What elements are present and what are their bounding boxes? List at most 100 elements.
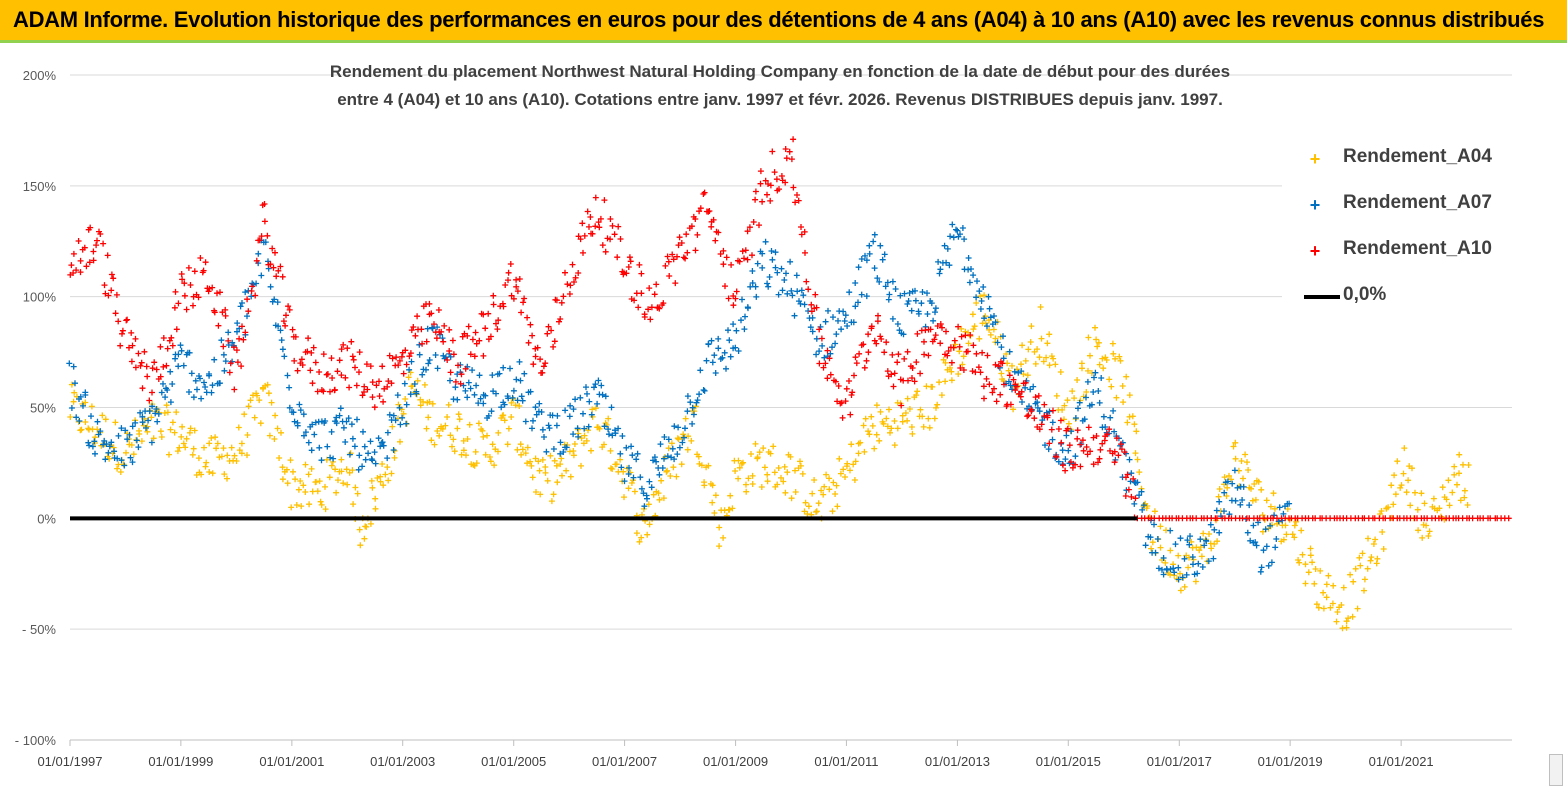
data-point [595, 219, 602, 226]
data-point [73, 267, 80, 274]
data-point [238, 363, 245, 370]
data-point [108, 271, 115, 278]
data-point [344, 345, 351, 352]
data-point [794, 192, 800, 198]
data-point [981, 315, 988, 322]
data-point [149, 403, 156, 410]
data-point [373, 382, 380, 389]
data-point [206, 285, 213, 292]
data-point [517, 441, 524, 448]
data-point [352, 484, 359, 491]
data-point [557, 439, 564, 446]
data-point [682, 255, 689, 262]
data-point [234, 359, 241, 366]
data-point [842, 312, 849, 319]
data-point [144, 428, 151, 435]
data-point [257, 420, 264, 427]
data-point [912, 297, 919, 304]
resize-handle[interactable] [1549, 754, 1563, 786]
data-point [1203, 538, 1210, 545]
data-point [692, 247, 699, 254]
data-point [126, 344, 132, 351]
data-point [660, 300, 667, 307]
data-point [194, 386, 200, 393]
data-point [346, 384, 353, 391]
data-point [897, 292, 904, 299]
data-point [793, 272, 800, 279]
data-point [919, 413, 926, 420]
data-point [340, 480, 347, 487]
data-point [1401, 445, 1408, 452]
data-point [592, 405, 599, 412]
data-point [902, 410, 909, 416]
data-point [752, 196, 759, 203]
data-point [809, 328, 816, 335]
data-point [736, 258, 743, 265]
data-point [671, 456, 678, 463]
data-point [401, 380, 408, 387]
data-point [1177, 535, 1184, 542]
data-point [437, 331, 443, 338]
data-point [221, 367, 228, 374]
data-point [986, 381, 993, 388]
data-point [894, 425, 901, 432]
data-point [664, 467, 671, 474]
data-point [1282, 522, 1289, 529]
legend-marker-a10: + [1309, 241, 1321, 261]
data-point [980, 284, 987, 290]
data-point [813, 509, 819, 515]
data-point [925, 415, 932, 422]
data-point [829, 344, 835, 351]
data-point [399, 414, 406, 421]
data-point [870, 238, 877, 245]
data-point [1104, 431, 1111, 438]
data-point [1072, 415, 1079, 421]
data-point [476, 372, 483, 379]
data-point [1025, 412, 1032, 419]
data-point [266, 432, 273, 439]
data-point [809, 490, 816, 497]
data-point [222, 312, 229, 319]
scatter-chart: 200%150%100%50%0%- 50%- 100%01/01/1997 01… [15, 68, 1512, 769]
data-point [1423, 522, 1430, 529]
data-point [838, 399, 845, 406]
data-point [251, 414, 258, 421]
data-point [1397, 484, 1404, 491]
data-point [607, 447, 614, 454]
data-point [351, 443, 358, 450]
data-point [482, 392, 489, 399]
data-point [287, 457, 294, 464]
data-point [454, 425, 461, 432]
data-point [656, 471, 663, 478]
data-point [837, 470, 844, 477]
data-point [816, 360, 823, 367]
data-point [1255, 478, 1262, 485]
data-point [1357, 562, 1364, 569]
data-point [150, 435, 157, 442]
data-point [725, 327, 731, 334]
data-point [738, 460, 745, 467]
data-point [1330, 582, 1337, 589]
data-point [667, 473, 674, 479]
data-point [71, 389, 78, 396]
data-point [607, 216, 614, 222]
data-point [932, 305, 939, 312]
data-point [177, 342, 184, 349]
data-point [485, 412, 492, 419]
data-point [228, 444, 235, 451]
data-point [802, 499, 809, 506]
data-point [488, 408, 495, 415]
data-point [848, 392, 855, 398]
data-point [909, 365, 916, 371]
data-point [108, 439, 115, 446]
data-point [601, 441, 607, 448]
data-point [621, 478, 628, 485]
data-point [1232, 439, 1239, 446]
data-point [1461, 494, 1468, 501]
data-point [367, 363, 374, 370]
data-point [653, 281, 660, 288]
data-point [529, 474, 536, 481]
data-point [904, 417, 911, 424]
data-point [1425, 533, 1432, 539]
data-point [389, 423, 396, 430]
